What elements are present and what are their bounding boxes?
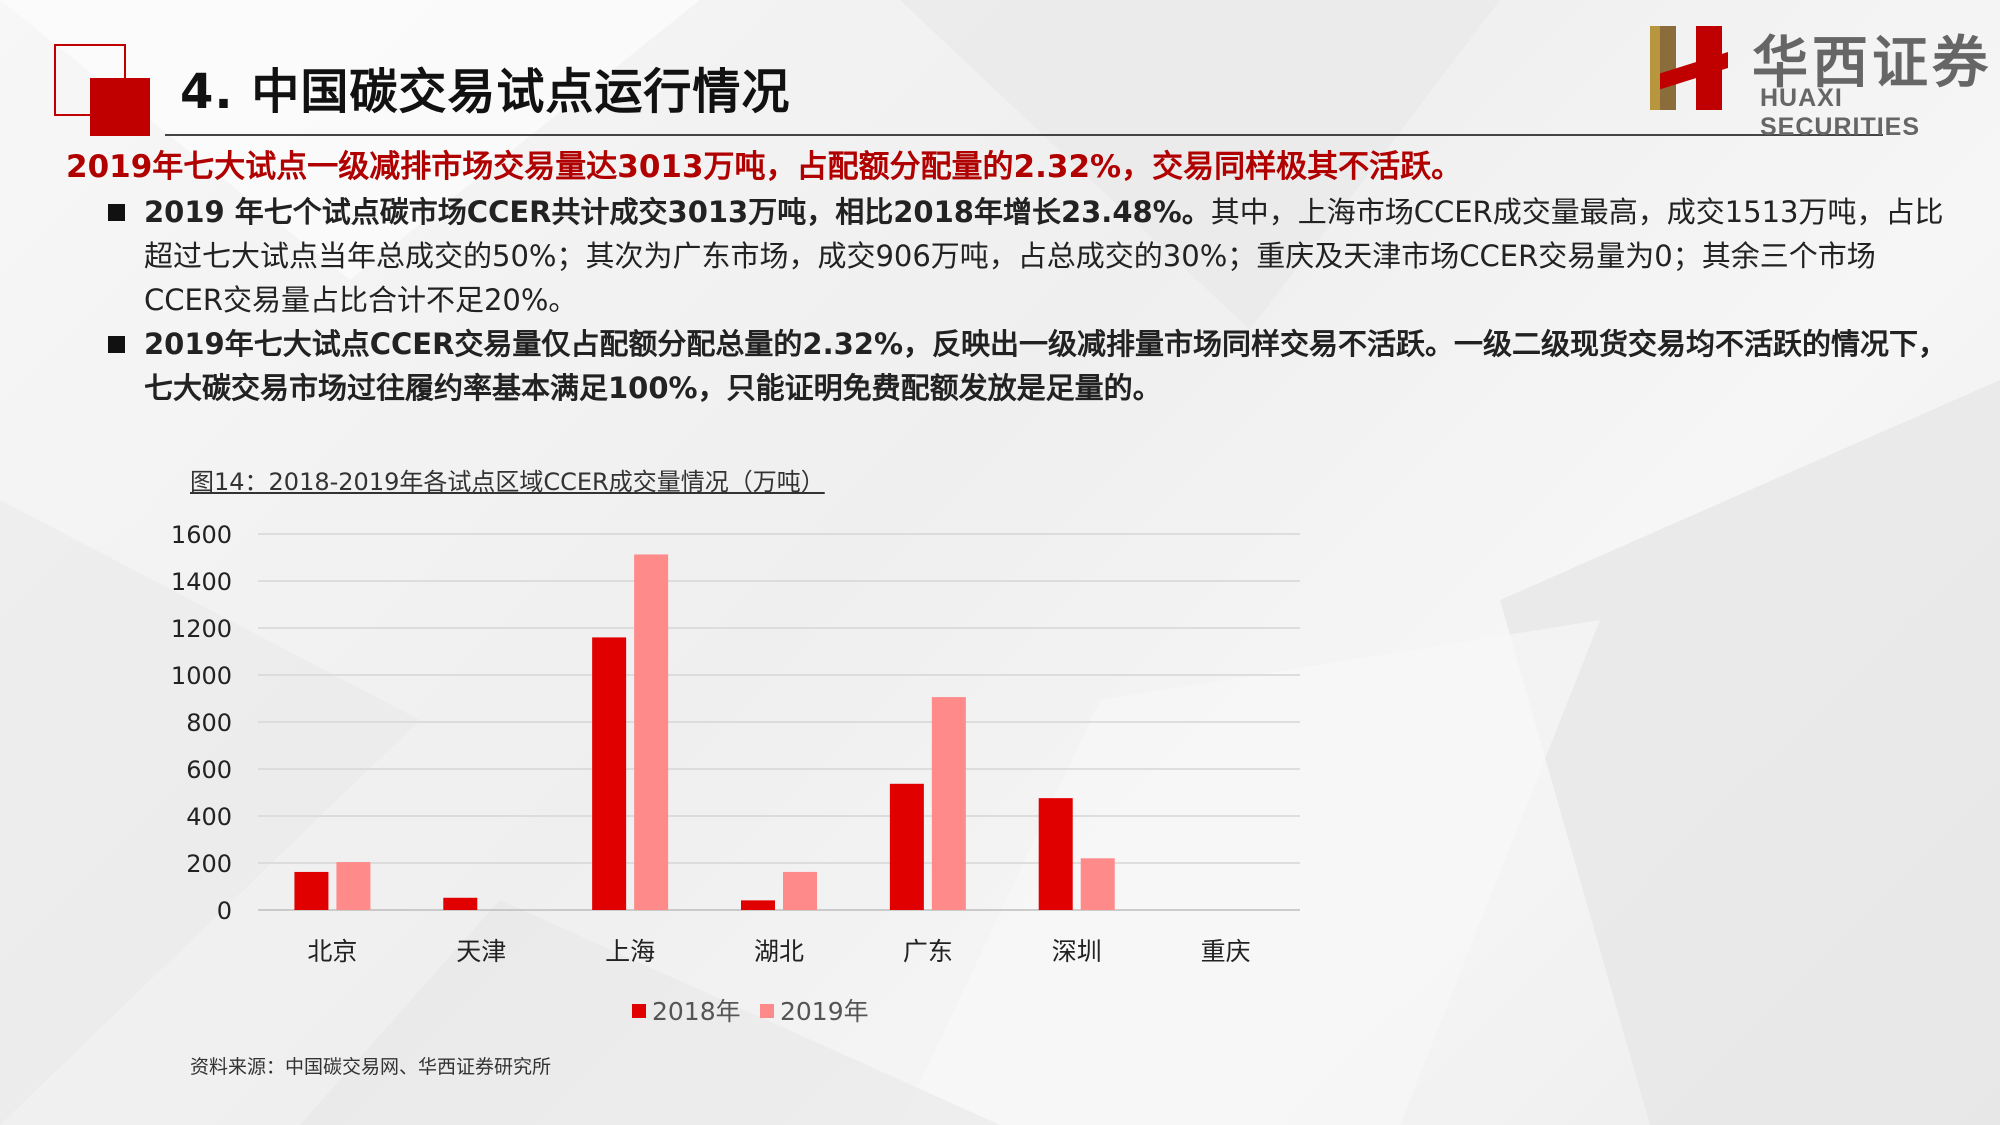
y-tick-label: 1600 [171, 521, 232, 549]
title-decoration-square [90, 78, 150, 136]
headline: 2019年七大试点一级减排市场交易量达3013万吨，占配额分配量的2.32%，交… [66, 149, 1463, 185]
bullet-strong-text: 2019 年七个试点碳市场CCER共计成交3013万吨，相比2018年增长23.… [144, 195, 1211, 229]
bullet-item: 2019年七大试点CCER交易量仅占配额分配总量的2.32%，反映出一级减排量市… [108, 322, 1948, 410]
huaxi-logo-icon [1650, 26, 1728, 110]
bar-2019年-湖北 [783, 871, 817, 910]
x-tick-label: 北京 [307, 937, 357, 966]
chart-title: 图14：2018-2019年各试点区域CCER成交量情况（万吨） [190, 468, 825, 496]
page-title: 4. 中国碳交易试点运行情况 [180, 64, 791, 120]
bullet-strong-text: 2019年七大试点CCER交易量仅占配额分配总量的2.32%，反映出一级减排量市… [144, 327, 1948, 405]
bar-2019年-深圳 [1080, 858, 1115, 910]
source-note: 资料来源：中国碳交易网、华西证券研究所 [190, 1056, 552, 1078]
y-tick-label: 600 [186, 756, 232, 784]
logo-english-name: HUAXI SECURITIES [1760, 84, 1921, 141]
x-tick-label: 湖北 [754, 937, 804, 966]
x-tick-label: 天津 [456, 937, 506, 966]
y-tick-label: 1000 [171, 662, 232, 690]
legend-swatch [632, 1004, 646, 1018]
bullet-text: 其中，上海市场CCER成交量最高，成交1513万吨，占比超过七大试点当年总成交的… [144, 195, 1944, 317]
header-divider [165, 134, 1883, 136]
bar-2019年-广东 [931, 697, 966, 910]
y-tick-label: 0 [217, 897, 232, 925]
logo-chinese-name: 华西证券 [1752, 30, 1992, 96]
x-tick-label: 广东 [903, 937, 953, 966]
y-tick-label: 1200 [171, 615, 232, 643]
y-tick-label: 800 [186, 709, 232, 737]
bar-2018年-天津 [443, 897, 478, 910]
bullet-list: 2019 年七个试点碳市场CCER共计成交3013万吨，相比2018年增长23.… [108, 190, 1948, 410]
bar-2018年-湖北 [741, 900, 775, 910]
bar-2018年-深圳 [1038, 798, 1073, 910]
y-tick-label: 400 [186, 803, 232, 831]
legend-label: 2019年 [780, 997, 869, 1026]
bar-2018年-上海 [592, 637, 627, 910]
y-tick-label: 1400 [171, 568, 232, 596]
bar-2018年-广东 [889, 783, 924, 910]
legend-swatch [760, 1004, 774, 1018]
bullet-item: 2019 年七个试点碳市场CCER共计成交3013万吨，相比2018年增长23.… [108, 190, 1948, 322]
x-tick-label: 深圳 [1052, 937, 1102, 966]
x-tick-label: 上海 [605, 937, 655, 966]
bullet-square-icon [108, 336, 125, 353]
bar-2019年-北京 [336, 862, 371, 910]
bar-2019年-上海 [634, 554, 669, 910]
bar-2018年-北京 [294, 871, 329, 910]
y-tick-label: 200 [186, 850, 232, 878]
bullet-square-icon [108, 204, 125, 221]
legend-label: 2018年 [652, 997, 741, 1026]
x-tick-label: 重庆 [1201, 937, 1251, 966]
